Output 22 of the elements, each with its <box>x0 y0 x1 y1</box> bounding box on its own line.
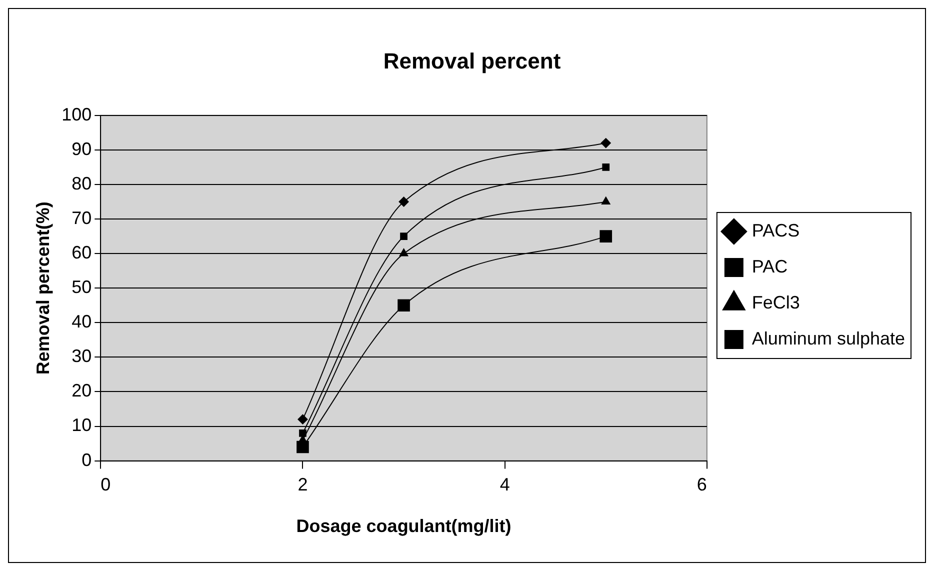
legend-label: PAC <box>752 256 788 276</box>
x-tick-label: 4 <box>500 474 510 495</box>
x-tick-label: 0 <box>100 474 111 495</box>
y-tick-label: 50 <box>72 277 92 298</box>
legend-label: FeCl3 <box>752 292 800 312</box>
y-tick-label: 60 <box>72 242 92 263</box>
chart-title: Removal percent <box>383 48 562 74</box>
legend-label: PACS <box>752 220 800 240</box>
x-tick-label: 6 <box>696 474 707 495</box>
y-tick-label: 10 <box>72 415 92 436</box>
y-tick-label: 20 <box>72 380 92 401</box>
y-tick-label: 100 <box>62 104 92 124</box>
x-axis-title: Dosage coagulant(mg/lit) <box>296 516 512 536</box>
y-tick-label: 40 <box>72 312 92 332</box>
y-tick-label: 80 <box>72 173 92 194</box>
y-axis-title: Removal percent(%) <box>32 202 53 375</box>
y-tick-label: 30 <box>72 346 92 366</box>
legend-label: Aluminum sulphate <box>752 328 906 348</box>
y-tick-label: 0 <box>82 450 92 470</box>
y-tick-label: 90 <box>72 138 92 159</box>
x-tick-label: 2 <box>298 474 308 495</box>
y-tick-label: 70 <box>72 208 92 228</box>
